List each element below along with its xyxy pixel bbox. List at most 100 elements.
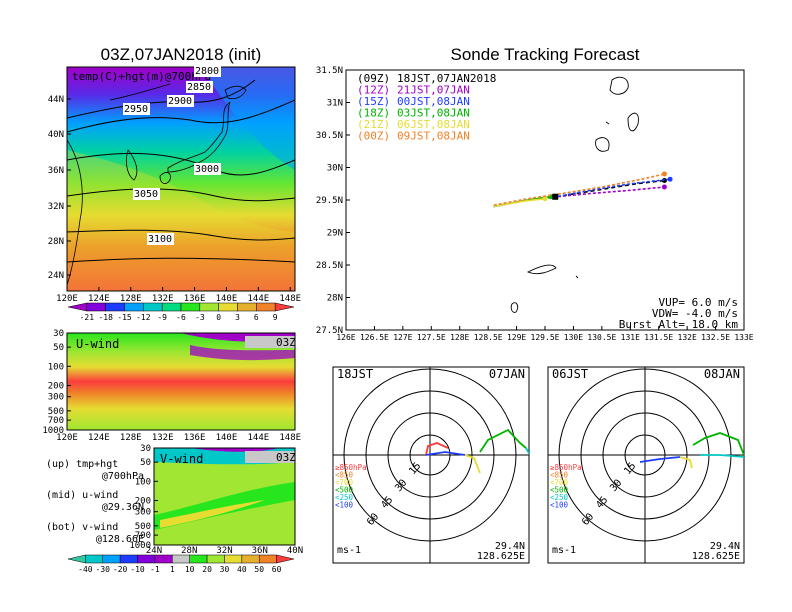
launch-point [552, 193, 559, 200]
colorbar-swatch [241, 554, 260, 564]
map-lon-label: 128E [120, 294, 142, 304]
track-x-label: 127E [393, 333, 412, 342]
pressure-label: 500 [135, 522, 151, 532]
map-lon-label: 124E [88, 294, 110, 304]
contour-line [67, 257, 295, 263]
pressure-label: 50 [53, 343, 64, 353]
vwind-jet-core [160, 500, 265, 528]
track-x-label: 132.5E [701, 333, 730, 342]
vwind-frame [153, 447, 296, 546]
track-endpoint [661, 171, 667, 177]
hodograph-legend-entry: <250 [550, 493, 569, 502]
contour-label-bg [147, 233, 174, 245]
colorbar-label: -3 [195, 313, 205, 322]
hodograph-legend-entry: <500 [550, 486, 569, 495]
colorbar-swatch [67, 302, 88, 312]
legend-time: 21JST,07JAN [397, 84, 470, 97]
track-line [493, 197, 546, 208]
map-lat-label: 24N [48, 271, 64, 281]
colorbar-swatch [137, 554, 156, 564]
map-title: 03Z,07JAN2018 (init) [101, 45, 262, 64]
vwind-lat-label: 40N [287, 546, 303, 556]
pressure-label: 1000 [129, 541, 151, 551]
vwind-lat-label: 36N [252, 546, 268, 556]
track-x-label: 129.5E [531, 333, 560, 342]
pressure-label: 30 [140, 444, 151, 454]
colorbar-label: 10 [185, 565, 195, 574]
pressure-label: 100 [48, 362, 64, 372]
colorbar-swatch [105, 302, 125, 312]
colorbar-swatch [124, 302, 144, 312]
colorbar-label: 0 [216, 313, 221, 322]
map-lat-label: 36N [48, 166, 64, 176]
colorbar-label: 9 [273, 313, 278, 322]
hodograph-trace [479, 428, 527, 453]
colorbar-label: -18 [98, 313, 113, 322]
contour-label-bg [194, 65, 221, 77]
colorbar-swatch [180, 302, 201, 312]
vdw-param: VDW= -4.0 m/s [652, 307, 738, 320]
map-lon-label: 140E [216, 294, 238, 304]
temperature-map: temp(C)+hgt(m)@700hPa 2800 2850 2900 2950 30… [48, 65, 301, 304]
legend-run: (18Z) [357, 107, 390, 120]
colorbar-label: -6 [176, 313, 186, 322]
map-lon-ticks: 120E 124E 128E 132E 136E 140E 144E 148E [56, 287, 301, 304]
colorbar-swatch [161, 302, 182, 312]
legend-time: 09JST,08JAN [397, 130, 470, 143]
contour-label-bg [123, 103, 150, 115]
track-x-label: 130.5E [587, 333, 616, 342]
hodograph-legend-entry: ≥850hPa [550, 463, 582, 472]
track-legend: (09Z) 18JST,07JAN2018 (12Z) 21JST,07JAN (15Z… [357, 72, 496, 143]
track-y-label: 31N [327, 99, 343, 109]
coastline-north [109, 83, 171, 101]
burst-param: Burst Alt= 18.0 km [619, 318, 739, 331]
track-x-label: 131E [621, 333, 640, 342]
map-lat-label: 28N [48, 237, 64, 247]
track-y-label: 27.5N [316, 326, 343, 336]
uwind-label: U-wind [76, 337, 119, 351]
hodograph-trace [525, 447, 529, 456]
map-lat-label: 44N [48, 95, 64, 105]
contour-line [67, 188, 295, 202]
uwind-lon-label: 144E [247, 433, 269, 443]
contour-label: 2800 [195, 66, 219, 77]
colorbar-label: -10 [130, 565, 145, 574]
hodograph-trace [425, 442, 449, 456]
track-x-label: 131.5E [644, 333, 673, 342]
colorbar-swatch [189, 554, 208, 564]
wind-colorbar: -40 -30 -20 -10 -1 1 10 20 30 40 50 60 [67, 554, 295, 574]
colorbar-swatch [172, 554, 190, 564]
hodograph-legend-entry: <500 [335, 486, 354, 495]
hodograph-lat: 29.4N [710, 541, 740, 552]
note-line2: @29.36N [102, 502, 144, 513]
hodograph-lat: 29.4N [495, 541, 525, 552]
map-lon-label: 144E [247, 294, 269, 304]
map-lon-label: 136E [184, 294, 206, 304]
coastline-kyushu [159, 172, 171, 184]
uwind-lon-label: 148E [279, 433, 301, 443]
track-x-label: 126E [336, 333, 355, 342]
uwind-time: 03Z [276, 336, 296, 349]
uwind-lon-label: 140E [216, 433, 238, 443]
track-y-label: 31.5N [316, 66, 343, 76]
colorbar-label: 3 [235, 313, 240, 322]
track-y-label: 28N [327, 294, 343, 304]
island-outline [609, 76, 629, 95]
map-frame [66, 66, 296, 292]
pressure-label: 700 [48, 416, 64, 426]
uwind-lon-label: 136E [184, 433, 206, 443]
contour-label-bg [194, 163, 221, 175]
legend-time: 03JST,08JAN [397, 107, 470, 120]
hodograph-legend-entry: <700 [335, 478, 354, 487]
track-x-label: 126.5E [360, 333, 389, 342]
island-outline [627, 112, 639, 132]
colorbar-label: -20 [113, 565, 128, 574]
colorbar-swatch [276, 554, 295, 564]
map-lon-label: 148E [279, 294, 301, 304]
pressure-label: 300 [135, 508, 151, 518]
colorbar-swatch [256, 302, 276, 312]
